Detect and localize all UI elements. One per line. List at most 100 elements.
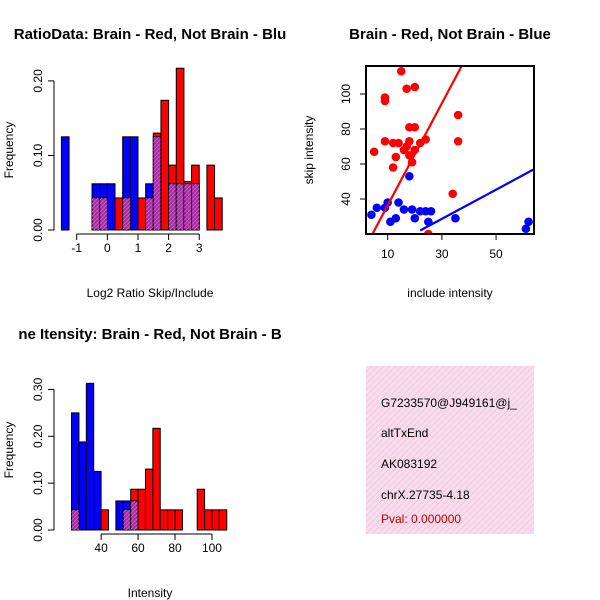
brain-point-11: [402, 84, 411, 94]
not-brain-fit-line: [419, 168, 534, 232]
ratio-red-bar-8: [152, 132, 162, 138]
intensity-x-tick-label-1: 60: [131, 541, 145, 555]
scatter-y-tick-label-1: 60: [339, 157, 353, 171]
intensity-blue-bar-6: [115, 500, 124, 531]
scatter-x-tick-label-1: 30: [435, 247, 449, 261]
brain-point-2: [380, 96, 390, 106]
intensity-overlap-hatch-7: [123, 509, 131, 530]
intensity-axes: 40 60 80 100 0.00 0.10 0.20 0.30: [31, 377, 222, 555]
brain-point-3: [380, 136, 390, 146]
intensity-red-bar-17: [196, 488, 206, 531]
intensity-red-bar-19: [211, 509, 220, 531]
brain-fit-line: [371, 66, 463, 234]
ratio-bars: [60, 67, 223, 231]
brain-point-7: [394, 138, 403, 148]
ratio-x-label: Log2 Ratio Skip/Include: [87, 286, 214, 300]
ratio-red-bar-16: [214, 197, 223, 231]
not-brain-point-1: [372, 203, 382, 213]
intensity-red-bar-12: [159, 509, 169, 531]
intensity-x-tick-label-3: 100: [202, 541, 222, 555]
ratio-red-bar-10: [168, 164, 177, 185]
intensity-blue-bar-1: [78, 441, 87, 531]
intensity-x-tick-label-0: 40: [94, 541, 108, 555]
not-brain-point-15: [451, 213, 460, 223]
intensity-histogram: ne Itensity: Brain - Red, Not Brain - B …: [2, 326, 282, 600]
scatter-frame: [365, 65, 535, 235]
not-brain-point-0: [367, 210, 376, 220]
brain-point-0: [369, 147, 379, 157]
brain-point-16: [410, 82, 420, 92]
intensity-red-bar-13: [167, 509, 176, 531]
intensity-y-tick-label-3: 0.30: [31, 377, 45, 401]
intensity-bars: [71, 382, 228, 531]
intensity-red-bar-8: [130, 488, 139, 502]
ratio-blue-bar-6: [106, 183, 116, 231]
ratio-x-tick-label-3: 2: [165, 241, 172, 255]
not-brain-point-7: [399, 205, 409, 214]
not-brain-point-17: [524, 217, 533, 227]
ratio-overlap-hatch-1: [99, 197, 108, 230]
intensity-y-tick-label-2: 0.20: [31, 424, 45, 448]
intensity-red-bar-18: [204, 509, 213, 531]
ratio-red-bar-6: [137, 197, 147, 231]
intensity-x-label: Intensity: [128, 586, 173, 600]
info-event-type: altTxEnd: [381, 426, 428, 440]
intensity-red-bar-9: [137, 488, 146, 531]
ratio-histogram: RatioData: Brain - Red, Not Brain - Blu …: [2, 26, 286, 300]
ratio-x-tick-label-4: 3: [196, 241, 203, 255]
intensity-chart-title: ne Itensity: Brain - Red, Not Brain - B: [18, 326, 282, 343]
ratio-overlap-hatch-13: [191, 183, 200, 230]
not-brain-point-6: [394, 198, 403, 207]
ratio-overlap-hatch-4: [122, 197, 131, 230]
scatter-x-tick-label-2: 50: [489, 247, 503, 261]
ratio-x-tick-label-1: 0: [104, 241, 111, 255]
ratio-y-tick-label-1: 0.10: [31, 143, 45, 167]
scatter-y-tick-label-0: 40: [339, 192, 353, 206]
not-brain-point-14: [426, 206, 436, 216]
brain-point-17: [410, 122, 420, 132]
brain-point-13: [405, 136, 414, 146]
brain-point-6: [391, 152, 401, 162]
intensity-overlap-hatch-0: [71, 509, 79, 530]
scatter-y-label: skip intensity: [302, 116, 316, 185]
brain-point-21: [424, 229, 433, 234]
scatter-x-tick-label-0: 10: [381, 247, 395, 261]
ratio-y-tick-label-2: 0.20: [31, 69, 45, 93]
intensity-blue-bar-2: [85, 382, 95, 531]
intensity-red-bar-4: [100, 509, 110, 531]
brain-point-22: [448, 189, 458, 199]
not-brain-point-8: [405, 171, 414, 181]
ratio-overlap-hatch-0: [92, 197, 100, 230]
ratio-blue-bar-9: [129, 136, 139, 231]
not-brain-point-9: [407, 205, 417, 214]
ratio-red-bar-13: [191, 164, 200, 185]
ratio-axes: -1 0 1 2 3 0.00 0.10 0.20: [31, 69, 203, 255]
brain-point-5: [388, 163, 398, 172]
info-panel-texture: [366, 366, 534, 534]
intensity-y-label: Frequency: [2, 422, 16, 479]
intensity-blue-bar-3: [93, 470, 102, 531]
ratio-red-bar-3: [114, 197, 124, 231]
brain-point-14: [405, 150, 414, 160]
scatter-y-tick-label-3: 100: [339, 84, 353, 104]
ratio-y-tick-label-0: 0.00: [31, 218, 45, 242]
ratio-red-bar-11: [175, 67, 185, 185]
info-gene-id: G7233570@J949161@j_: [381, 396, 517, 410]
intensity-red-bar-10: [144, 468, 154, 531]
intensity-y-tick-label-1: 0.10: [31, 471, 45, 495]
not-brain-point-5: [391, 213, 401, 223]
ratio-y-label: Frequency: [2, 122, 16, 179]
intensity-red-bar-11: [152, 427, 161, 531]
brain-point-24: [453, 136, 463, 146]
info-accession: AK083192: [381, 457, 437, 471]
intensity-red-bar-14: [174, 509, 183, 531]
scatter-marks: [367, 66, 534, 234]
ratio-overlap-hatch-12: [183, 183, 192, 230]
scatter-axes: 10 30 50 40 60 80 100: [339, 84, 503, 261]
ratio-x-tick-label-2: 1: [135, 241, 142, 255]
ratio-overlap-hatch-10: [168, 183, 177, 230]
intensity-scatter: Brain - Red, Not Brain - Blue 10 30 50 40 60…: [302, 26, 551, 300]
ratio-overlap-hatch-8: [153, 136, 161, 230]
brain-point-23: [453, 110, 463, 120]
ratio-red-bar-9: [160, 99, 170, 231]
